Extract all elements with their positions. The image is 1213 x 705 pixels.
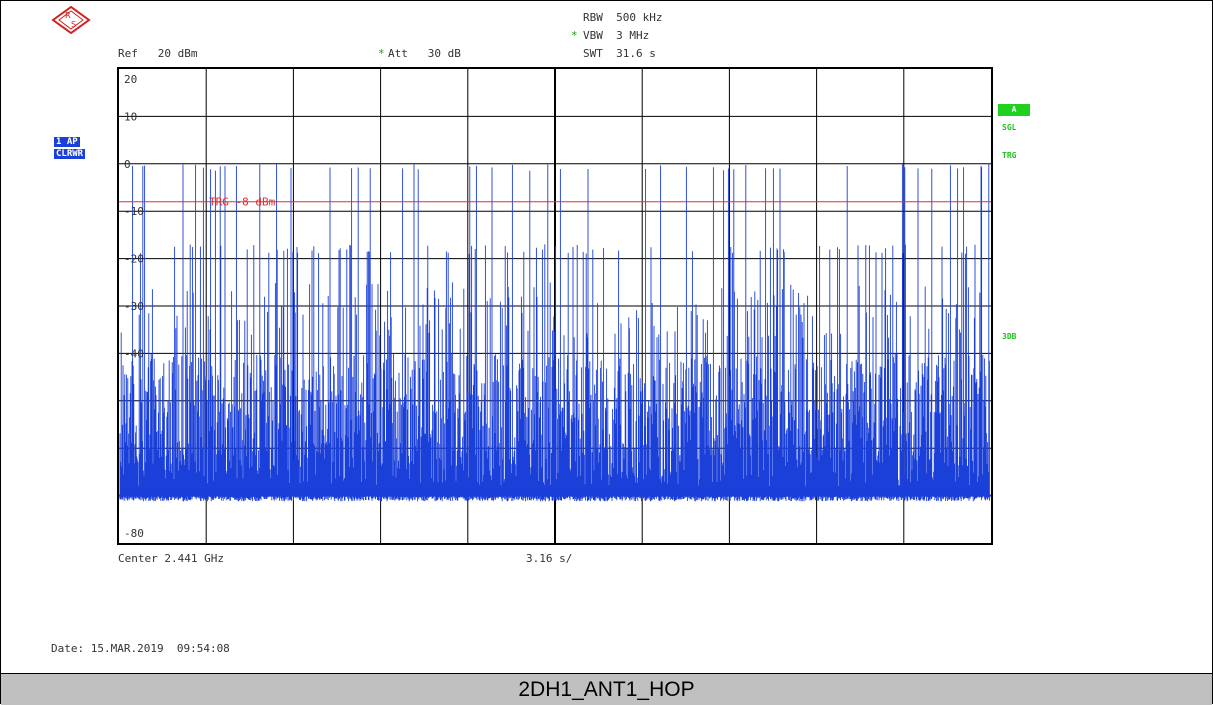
y-tick-label: 10 [124, 110, 137, 123]
trace-mode-tag: CLRWR [54, 149, 86, 159]
date-stamp: Date: 15.MAR.2019 09:54:08 [51, 642, 230, 655]
3db-indicator: 3DB [1002, 332, 1017, 341]
trg-indicator: TRG [1002, 151, 1017, 160]
rohde-schwarz-logo: R S [51, 5, 91, 35]
svg-text:S: S [71, 20, 76, 29]
y-tick-label: 0 [124, 158, 131, 171]
screen-a-indicator: A [998, 104, 1030, 116]
y-tick-label: 20 [124, 73, 137, 86]
y-tick-label: -10 [124, 205, 144, 218]
attenuation-readout: Att 30 dB [388, 47, 461, 60]
y-tick-label: -30 [124, 300, 144, 313]
trigger-level-label: TRG -8 dBm [209, 196, 276, 209]
y-tick-label: -40 [124, 347, 144, 360]
plot-svg: TRG -8 dBm 20 10 0 -10 -20 -30 -40 -80 [119, 69, 991, 543]
trace-1-line [119, 163, 990, 502]
ref-level-readout: Ref 20 dBm [118, 47, 198, 60]
rbw-readout: RBW 500 kHz [583, 11, 663, 24]
y-tick-label: -20 [124, 253, 144, 266]
vbw-readout: VBW 3 MHz [583, 29, 650, 42]
swt-readout: SWT 31.6 s [583, 47, 656, 60]
time-per-division-label: 3.16 s/ [526, 552, 573, 565]
center-frequency-label: Center 2.441 GHz [118, 552, 224, 565]
sgl-indicator: SGL [1002, 123, 1017, 132]
figure-caption: 2DH1_ANT1_HOP [1, 673, 1212, 705]
trace-tag: 1 AP [54, 137, 80, 147]
y-tick-label: -80 [124, 527, 144, 540]
vbw-star: * [571, 29, 578, 42]
spectrum-plot: TRG -8 dBm 20 10 0 -10 -20 -30 -40 -80 [117, 67, 993, 545]
att-star: * [378, 47, 385, 60]
svg-text:R: R [65, 11, 71, 20]
